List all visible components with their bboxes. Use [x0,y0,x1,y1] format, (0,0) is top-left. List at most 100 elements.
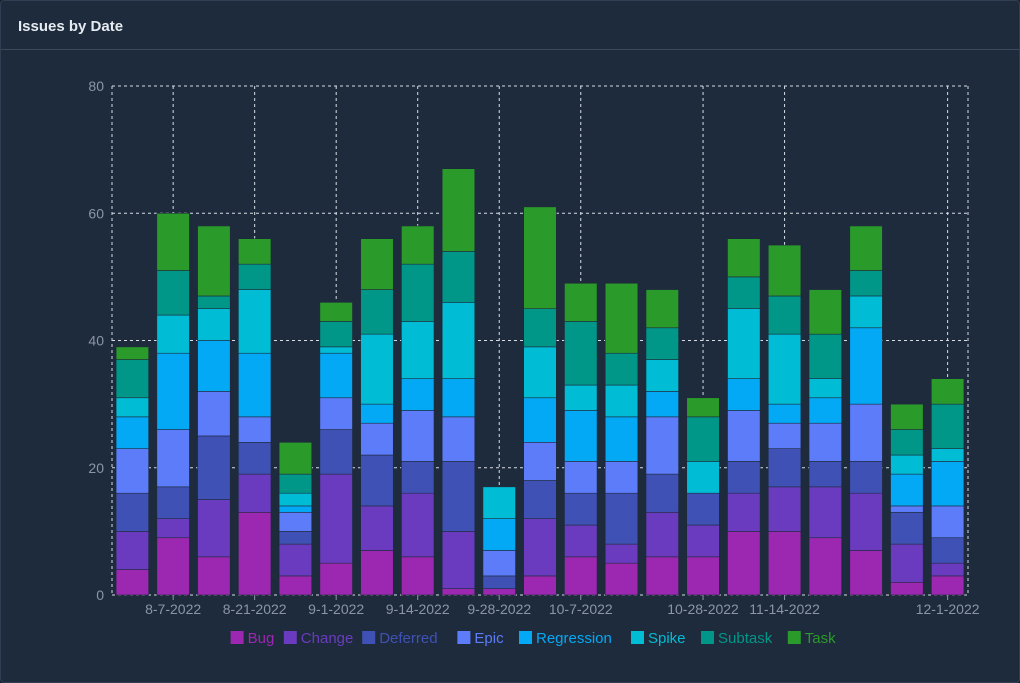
bar-segment-spike[interactable] [360,333,394,405]
bar-segment-epic[interactable] [401,410,435,462]
bar-segment-spike[interactable] [401,321,435,379]
bar-segment-subtask[interactable] [523,308,557,348]
bar-segment-regression[interactable] [319,352,353,399]
bar-segment-regression[interactable] [156,352,190,430]
bar-segment-subtask[interactable] [564,321,598,386]
bar-segment-regression[interactable] [604,416,639,462]
legend-item-change[interactable]: Change [283,630,354,647]
bar-segment-change[interactable] [523,518,557,577]
bar-segment-bug[interactable] [564,556,598,596]
bar-segment-deferred[interactable] [238,441,272,475]
bar-segment-epic[interactable] [238,416,272,443]
bar-segment-change[interactable] [931,562,965,577]
bar-segment-change[interactable] [890,543,924,583]
bar-segment-deferred[interactable] [727,461,761,494]
bar-segment-bug[interactable] [931,575,965,596]
bar-segment-bug[interactable] [115,569,149,596]
bar-segment-deferred[interactable] [441,461,476,532]
bar-segment-epic[interactable] [360,422,394,456]
bar-segment-subtask[interactable] [849,270,883,297]
bar-segment-regression[interactable] [482,518,516,551]
bar-segment-spike[interactable] [523,346,557,399]
bar-segment-change[interactable] [604,543,639,564]
bar-segment-task[interactable] [808,289,842,335]
bar-segment-regression[interactable] [238,352,272,418]
legend-item-subtask[interactable]: Subtask [701,630,773,647]
bar-segment-subtask[interactable] [890,429,924,456]
bar-segment-bug[interactable] [727,531,761,596]
bar-segment-bug[interactable] [523,575,557,596]
bar-segment-deferred[interactable] [645,473,679,513]
bar-segment-bug[interactable] [645,556,679,596]
bar-segment-task[interactable] [564,282,598,322]
bar-segment-epic[interactable] [890,505,924,513]
bar-segment-subtask[interactable] [278,473,313,494]
bar-segment-bug[interactable] [401,556,435,596]
bar-segment-task[interactable] [441,168,476,252]
bar-segment-deferred[interactable] [197,435,231,500]
bar-segment-subtask[interactable] [604,352,639,386]
bar-segment-deferred[interactable] [115,492,149,532]
bar-segment-task[interactable] [360,238,394,290]
bar-segment-task[interactable] [890,403,924,430]
bar-segment-deferred[interactable] [401,461,435,494]
bar-segment-task[interactable] [115,346,149,360]
bar-segment-deferred[interactable] [319,429,353,475]
bar-segment-change[interactable] [278,543,313,577]
bar-segment-change[interactable] [401,492,435,558]
bar-segment-change[interactable] [115,531,149,570]
bar-segment-deferred[interactable] [156,486,190,519]
bar-segment-bug[interactable] [156,537,190,596]
bar-segment-spike[interactable] [849,295,883,329]
bar-segment-subtask[interactable] [115,359,149,399]
bar-segment-deferred[interactable] [931,537,965,564]
bar-segment-regression[interactable] [645,391,679,418]
bar-segment-spike[interactable] [686,461,720,494]
bar-segment-subtask[interactable] [156,270,190,316]
bar-segment-task[interactable] [767,244,802,297]
bar-segment-spike[interactable] [482,486,516,519]
bar-segment-regression[interactable] [808,397,842,424]
bar-segment-regression[interactable] [890,473,924,507]
bar-segment-subtask[interactable] [197,295,231,309]
bar-segment-subtask[interactable] [808,333,842,379]
legend-item-spike[interactable]: Spike [631,630,686,647]
bar-segment-deferred[interactable] [767,448,802,488]
bar-segment-bug[interactable] [360,550,394,596]
bar-segment-deferred[interactable] [523,480,557,519]
bar-segment-subtask[interactable] [319,321,353,348]
bar-segment-task[interactable] [727,238,761,278]
bar-segment-subtask[interactable] [686,416,720,462]
bar-segment-epic[interactable] [808,422,842,462]
bar-segment-task[interactable] [401,225,435,265]
bar-segment-regression[interactable] [441,378,476,418]
bar-segment-subtask[interactable] [727,276,761,309]
bar-segment-task[interactable] [604,282,639,354]
bar-segment-epic[interactable] [197,391,231,437]
bar-segment-spike[interactable] [564,384,598,411]
bar-segment-epic[interactable] [278,511,313,532]
bar-segment-spike[interactable] [645,359,679,392]
legend-item-task[interactable]: Task [787,630,836,647]
bar-segment-change[interactable] [727,492,761,532]
bar-segment-deferred[interactable] [686,492,720,526]
bar-segment-deferred[interactable] [890,511,924,545]
legend-item-regression[interactable]: Regression [519,630,612,647]
bar-segment-task[interactable] [686,397,720,418]
bar-segment-epic[interactable] [727,410,761,462]
bar-segment-epic[interactable] [441,416,476,462]
bar-segment-task[interactable] [156,212,190,271]
bar-segment-deferred[interactable] [564,492,598,526]
bar-segment-change[interactable] [441,531,476,589]
legend[interactable]: Bug Change Deferred Epic Regression Spike Subt… [230,630,837,647]
bar-segment-subtask[interactable] [767,295,802,335]
bar-segment-deferred[interactable] [278,531,313,545]
bar-segment-subtask[interactable] [238,263,272,290]
bar-segment-spike[interactable] [931,448,965,462]
legend-item-deferred[interactable]: Deferred [362,630,438,647]
bar-segment-regression[interactable] [767,403,802,424]
bar-segment-deferred[interactable] [808,461,842,488]
bar-segment-regression[interactable] [360,403,394,424]
bar-segment-change[interactable] [645,511,679,558]
bar-segment-change[interactable] [238,473,272,513]
